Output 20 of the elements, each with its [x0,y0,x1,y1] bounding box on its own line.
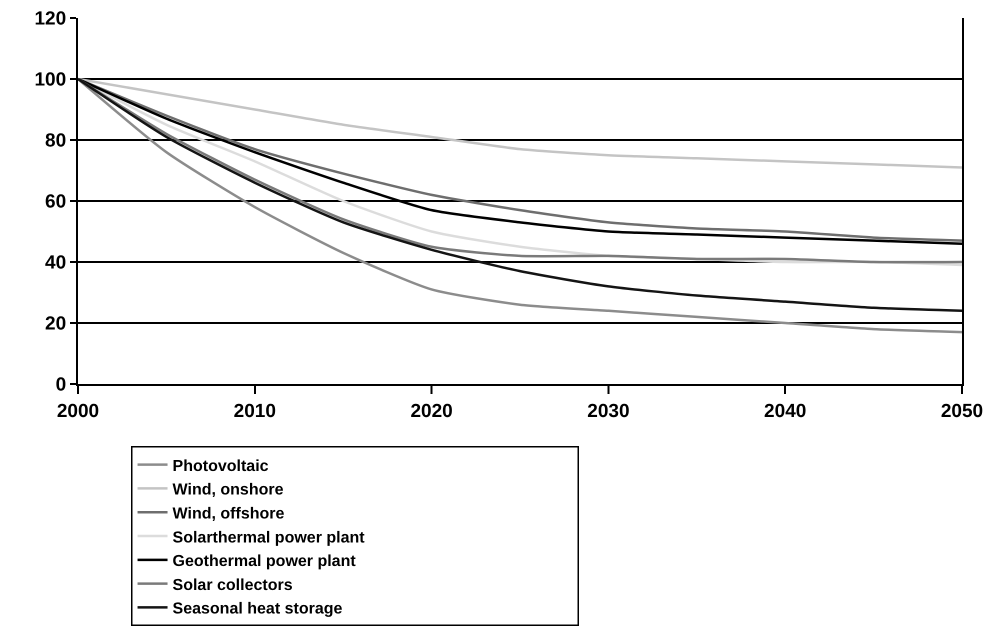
x-tick-label: 2040 [764,400,806,422]
y-tick-label: 0 [56,374,66,396]
y-tick-label: 80 [45,130,66,152]
legend-label: Photovoltaic [172,458,269,475]
x-tick-label: 2030 [587,400,630,422]
y-tick-label: 100 [34,70,66,91]
legend-label: Wind, onshore [172,482,284,499]
legend-label: Solar collectors [172,576,293,594]
x-tick-label: 2000 [56,400,100,422]
x-tick-label: 2010 [234,400,276,422]
y-tick-label: 120 [34,8,66,30]
legend-label: Seasonal heat storage [172,600,342,618]
legend-label: Wind, offshore [172,505,284,522]
y-tick-label: 20 [45,314,66,335]
y-tick-label: 60 [45,192,66,213]
legend-label: Geothermal power plant [172,553,356,570]
y-tick-label: 40 [45,252,66,274]
x-tick-label: 2050 [940,400,984,422]
x-tick-label: 2020 [410,400,453,422]
legend-label: Solarthermal power plant [172,529,366,546]
